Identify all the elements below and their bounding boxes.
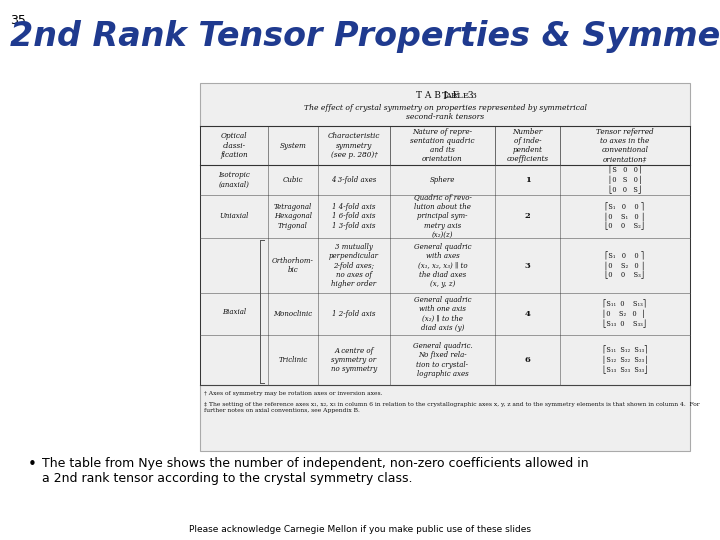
Text: General quadric
with axes
(x₁, x₂, x₃) ∥ to
the diad axes
(x, y, z): General quadric with axes (x₁, x₂, x₃) ∥… (414, 243, 472, 288)
Text: Monoclinic: Monoclinic (274, 310, 312, 318)
Text: Characteristic
symmetry
(see p. 280)†: Characteristic symmetry (see p. 280)† (328, 132, 380, 159)
Text: Uniaxial: Uniaxial (220, 213, 248, 220)
Text: A centre of
symmetry or
no symmetry: A centre of symmetry or no symmetry (331, 347, 377, 373)
Text: 2: 2 (525, 213, 531, 220)
Text: System: System (279, 141, 307, 150)
Text: Tensor referred
to axes in the
conventional
orientation‡: Tensor referred to axes in the conventio… (596, 127, 654, 163)
Text: Please acknowledge Carnegie Mellon if you make public use of these slides: Please acknowledge Carnegie Mellon if yo… (189, 525, 531, 534)
Text: 3: 3 (525, 261, 531, 269)
Text: ABLE 3: ABLE 3 (445, 92, 477, 100)
Text: † Axes of symmetry may be rotation axes or inversion axes.: † Axes of symmetry may be rotation axes … (204, 391, 382, 396)
Text: The table from Nye shows the number of independent, non-zero coefficients allowe: The table from Nye shows the number of i… (42, 457, 589, 485)
Text: Sphere: Sphere (430, 176, 455, 184)
Text: 4 3-fold axes: 4 3-fold axes (331, 176, 377, 184)
Text: Orthorhom-
bic: Orthorhom- bic (272, 257, 314, 274)
Text: General quadric.
No fixed rela-
tion to crystal-
lographic axes: General quadric. No fixed rela- tion to … (413, 342, 472, 378)
Text: Biaxial: Biaxial (222, 307, 246, 315)
Text: T: T (442, 92, 448, 101)
Text: 1 4-fold axis
1 6-fold axis
1 3-fold axis: 1 4-fold axis 1 6-fold axis 1 3-fold axi… (332, 203, 376, 230)
Text: 35: 35 (10, 14, 26, 27)
Text: Isotropic
(anaxial): Isotropic (anaxial) (218, 171, 250, 188)
Text: Nature of repre-
sentation quadric
and its
orientation: Nature of repre- sentation quadric and i… (410, 127, 474, 163)
Text: ⎡S₁₁  0    S₁₃⎤
⎢0    S₂   0  ⎥
⎣S₁₃  0    S₃₃⎦: ⎡S₁₁ 0 S₁₃⎤ ⎢0 S₂ 0 ⎥ ⎣S₁₃ 0 S₃₃⎦ (603, 300, 647, 328)
Text: second-rank tensors: second-rank tensors (406, 113, 484, 121)
Text: ‡ The setting of the reference axes x₁, x₂, x₃ in column 6 in relation to the cr: ‡ The setting of the reference axes x₁, … (204, 402, 700, 413)
Text: •: • (28, 457, 37, 472)
Text: General quadric
with one axis
(x₂) ∥ to the
diad axis (y): General quadric with one axis (x₂) ∥ to … (414, 296, 472, 332)
Text: Cubic: Cubic (283, 176, 303, 184)
FancyBboxPatch shape (200, 83, 690, 451)
Text: 4: 4 (525, 310, 531, 318)
Text: 2nd Rank Tensor Properties & Symmetry: 2nd Rank Tensor Properties & Symmetry (10, 20, 720, 53)
Text: 1 2-fold axis: 1 2-fold axis (332, 310, 376, 318)
Text: Number
of inde-
pendent
coefficients: Number of inde- pendent coefficients (506, 127, 549, 163)
Text: The effect of crystal symmetry on properties represented by symmetrical: The effect of crystal symmetry on proper… (304, 104, 587, 112)
Text: 1: 1 (525, 176, 531, 184)
Text: T A B L E   3: T A B L E 3 (416, 91, 474, 100)
Text: ⎡S₁   0    0 ⎤
⎢0    S₁   0 ⎥
⎣0    0    S₂⎦: ⎡S₁ 0 0 ⎤ ⎢0 S₁ 0 ⎥ ⎣0 0 S₂⎦ (606, 202, 644, 230)
Text: Tetragonal
Hexagonal
Trigonal: Tetragonal Hexagonal Trigonal (274, 203, 312, 230)
Text: Optical
classi-
fication: Optical classi- fication (220, 132, 248, 159)
Text: ⎡S   0   0⎤
⎢0   S   0⎥
⎣0   0   S⎦: ⎡S 0 0⎤ ⎢0 S 0⎥ ⎣0 0 S⎦ (609, 166, 641, 194)
Text: Triclinic: Triclinic (279, 356, 307, 364)
Text: 3 mutually
perpendicular
2-fold axes;
no axes of
higher order: 3 mutually perpendicular 2-fold axes; no… (329, 243, 379, 288)
Text: 6: 6 (525, 356, 531, 364)
Text: Quadric of revo-
lution about the
principal sym-
metry axis
(x₂)(z): Quadric of revo- lution about the princi… (413, 194, 472, 239)
Text: ⎡S₁₁  S₁₂  S₁₃⎤
⎢S₁₂  S₂₂  S₂₃⎥
⎣S₁₃  S₂₃  S₃₃⎦: ⎡S₁₁ S₁₂ S₁₃⎤ ⎢S₁₂ S₂₂ S₂₃⎥ ⎣S₁₃ S₂₃ S₃₃… (603, 346, 647, 374)
Text: ⎡S₁   0    0 ⎤
⎢0    S₂   0 ⎥
⎣0    0    S₃⎦: ⎡S₁ 0 0 ⎤ ⎢0 S₂ 0 ⎥ ⎣0 0 S₃⎦ (606, 252, 644, 279)
